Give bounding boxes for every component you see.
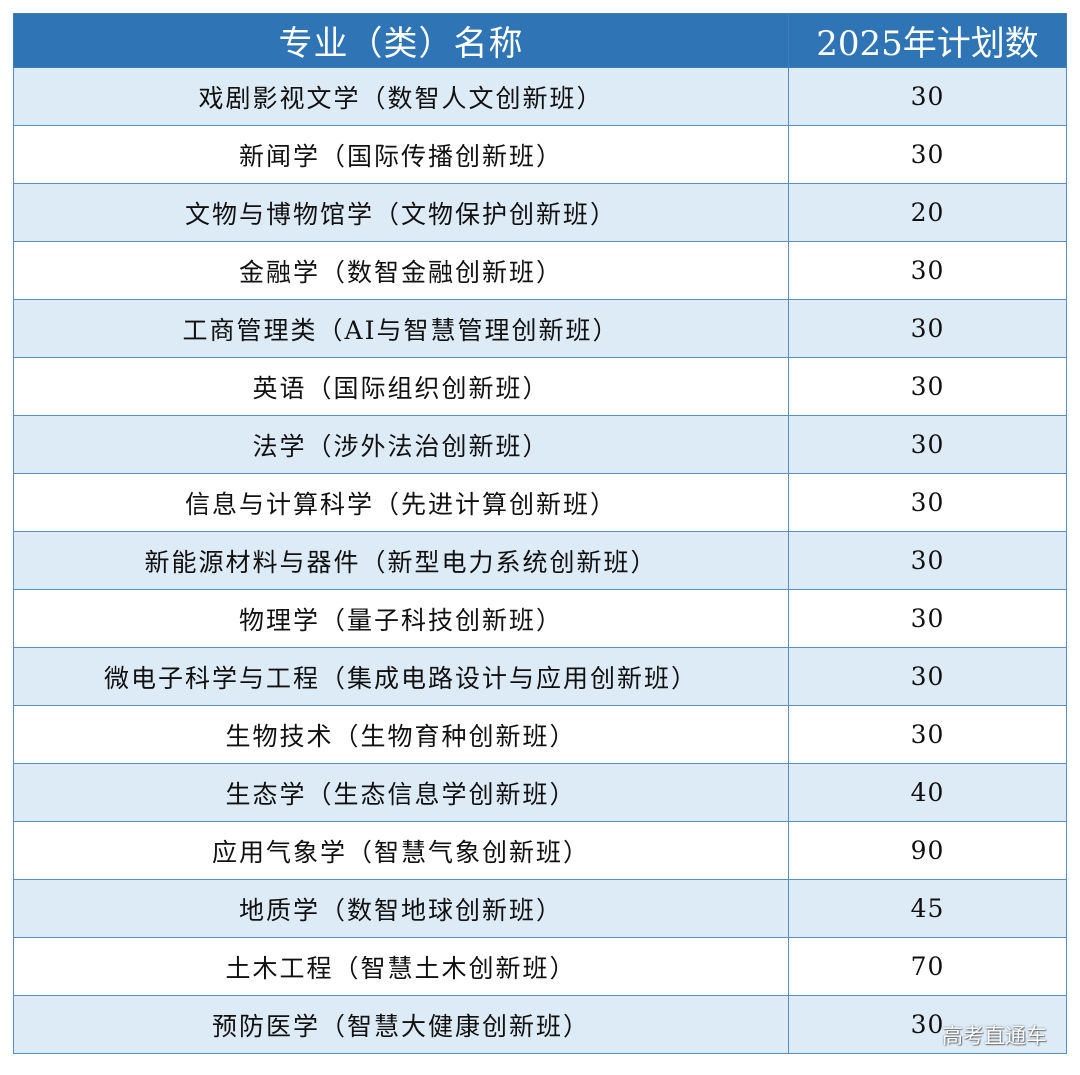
plan-count-cell: 30 — [788, 299, 1067, 358]
table-row: 土木工程（智慧土木创新班） 70 — [13, 937, 1067, 996]
major-name-cell: 应用气象学（智慧气象创新班） — [13, 821, 789, 880]
major-name-cell: 工商管理类（AI与智慧管理创新班） — [13, 299, 789, 358]
watermark-text: 高考直通车 — [942, 1024, 1047, 1048]
table-row: 应用气象学（智慧气象创新班） 90 — [13, 821, 1067, 880]
plan-count-cell: 30 — [788, 589, 1067, 648]
major-name-cell: 金融学（数智金融创新班） — [13, 241, 789, 300]
major-name-cell: 文物与博物馆学（文物保护创新班） — [13, 183, 789, 242]
plan-count-cell: 45 — [788, 879, 1067, 938]
major-name-cell: 信息与计算科学（先进计算创新班） — [13, 473, 789, 532]
major-name-cell: 物理学（量子科技创新班） — [13, 589, 789, 648]
enrollment-plan-table: 专业（类）名称 2025年计划数 戏剧影视文学（数智人文创新班） 30 新闻学（国际… — [13, 13, 1067, 1054]
major-name-cell: 地质学（数智地球创新班） — [13, 879, 789, 938]
plan-count-cell: 30 — [788, 531, 1067, 590]
major-name-cell: 微电子科学与工程（集成电路设计与应用创新班） — [13, 647, 789, 706]
table-row: 微电子科学与工程（集成电路设计与应用创新班） 30 — [13, 647, 1067, 706]
major-name-cell: 生物技术（生物育种创新班） — [13, 705, 789, 764]
plan-count-cell: 30 — [788, 125, 1067, 184]
table-row: 新闻学（国际传播创新班） 30 — [13, 125, 1067, 184]
major-name-cell: 土木工程（智慧土木创新班） — [13, 937, 789, 996]
table-row: 生物技术（生物育种创新班） 30 — [13, 705, 1067, 764]
plan-count-cell: 20 — [788, 183, 1067, 242]
table-row: 新能源材料与器件（新型电力系统创新班） 30 — [13, 531, 1067, 590]
major-name-cell: 新闻学（国际传播创新班） — [13, 125, 789, 184]
header-plan-count: 2025年计划数 — [788, 13, 1067, 68]
table-row: 地质学（数智地球创新班） 45 — [13, 879, 1067, 938]
table-row: 生态学（生态信息学创新班） 40 — [13, 763, 1067, 822]
plan-count-cell: 30 — [788, 647, 1067, 706]
table-header: 专业（类）名称 2025年计划数 — [13, 13, 1067, 68]
plan-count-cell: 30 — [788, 67, 1067, 126]
major-name-cell: 生态学（生态信息学创新班） — [13, 763, 789, 822]
table-row: 法学（涉外法治创新班） 30 — [13, 415, 1067, 474]
table-row: 英语（国际组织创新班） 30 — [13, 357, 1067, 416]
table-row: 金融学（数智金融创新班） 30 — [13, 241, 1067, 300]
table-row: 预防医学（智慧大健康创新班） 30 — [13, 995, 1067, 1054]
table-row: 物理学（量子科技创新班） 30 — [13, 589, 1067, 648]
major-name-cell: 英语（国际组织创新班） — [13, 357, 789, 416]
plan-count-cell: 30 — [788, 705, 1067, 764]
table-row: 工商管理类（AI与智慧管理创新班） 30 — [13, 299, 1067, 358]
plan-count-cell: 90 — [788, 821, 1067, 880]
plan-count-cell: 70 — [788, 937, 1067, 996]
major-name-cell: 新能源材料与器件（新型电力系统创新班） — [13, 531, 789, 590]
header-row: 专业（类）名称 2025年计划数 — [13, 13, 1067, 68]
plan-count-cell: 30 — [788, 415, 1067, 474]
table-row: 文物与博物馆学（文物保护创新班） 20 — [13, 183, 1067, 242]
header-major-name: 专业（类）名称 — [13, 13, 789, 68]
plan-count-cell: 30 — [788, 473, 1067, 532]
table-body: 戏剧影视文学（数智人文创新班） 30 新闻学（国际传播创新班） 30 文物与博物馆学（文… — [13, 67, 1067, 1054]
plan-count-cell: 30 — [788, 995, 1067, 1054]
table-row: 信息与计算科学（先进计算创新班） 30 — [13, 473, 1067, 532]
table-row: 戏剧影视文学（数智人文创新班） 30 — [13, 67, 1067, 126]
major-name-cell: 法学（涉外法治创新班） — [13, 415, 789, 474]
major-name-cell: 预防医学（智慧大健康创新班） — [13, 995, 789, 1054]
major-name-cell: 戏剧影视文学（数智人文创新班） — [13, 67, 789, 126]
plan-count-cell: 40 — [788, 763, 1067, 822]
plan-count-cell: 30 — [788, 357, 1067, 416]
plan-count-cell: 30 — [788, 241, 1067, 300]
